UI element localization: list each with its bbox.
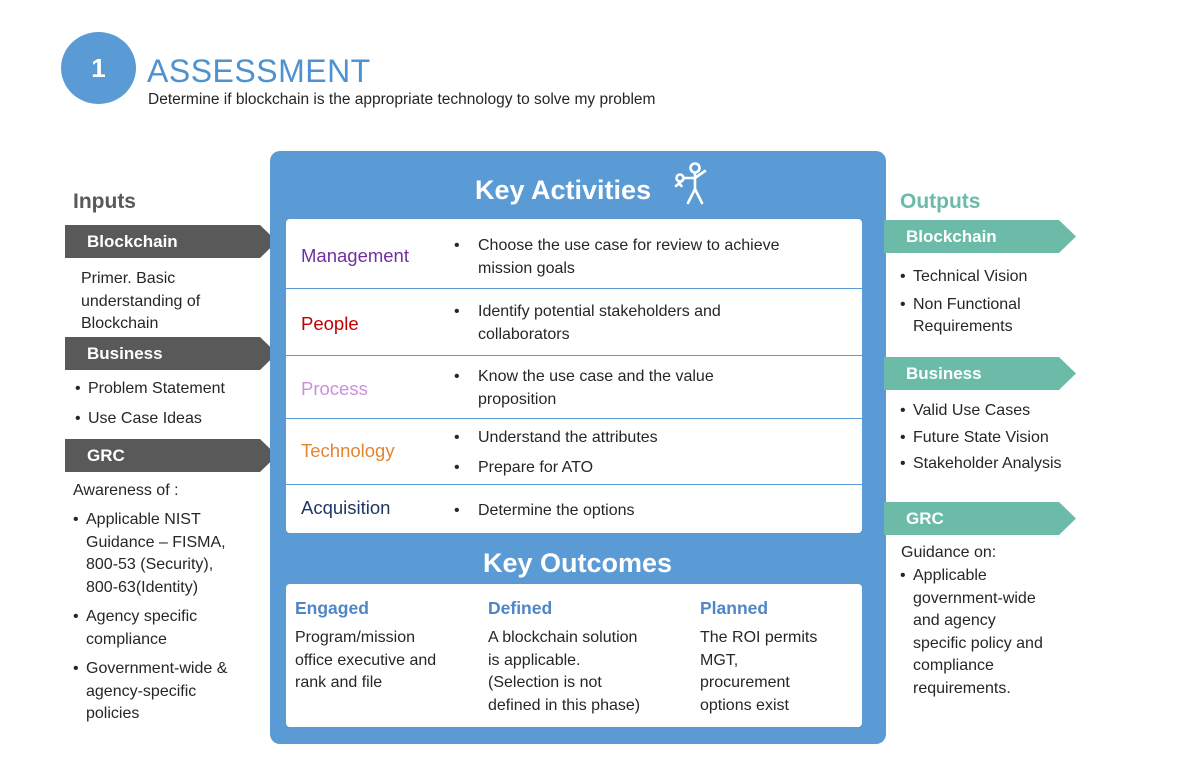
list-item: Prepare for ATO	[454, 457, 658, 480]
output-business-list: Valid Use Cases Future State Vision Stak…	[900, 400, 1062, 476]
outcome-heading: Defined	[488, 598, 553, 618]
list-item: Applicable NIST Guidance – FISMA, 800-53…	[73, 509, 227, 599]
page-title: ASSESSMENT	[147, 53, 371, 89]
list-item: Identify potential stakeholders and coll…	[454, 301, 721, 346]
outcome-planned: Planned The ROI permits MGT, procurement…	[700, 598, 817, 717]
outcome-engaged: Engaged Program/mission office executive…	[295, 598, 436, 695]
input-tab-grc: GRC	[65, 439, 277, 472]
list-item: Stakeholder Analysis	[900, 453, 1062, 476]
outcome-heading: Engaged	[295, 598, 369, 618]
list-item: Use Case Ideas	[75, 408, 225, 431]
person-key-icon	[674, 162, 707, 205]
input-tab-business: Business	[65, 337, 277, 370]
activity-category: Technology	[301, 440, 395, 461]
activity-category: Process	[301, 378, 368, 399]
outcome-text: The ROI permits MGT, procurement options…	[700, 629, 818, 714]
outcome-defined: Defined A blockchain solution is applica…	[488, 598, 640, 717]
activity-items: Identify potential stakeholders and coll…	[454, 301, 721, 346]
output-tab-grc: GRC	[884, 502, 1076, 535]
input-business-list: Problem Statement Use Case Ideas	[75, 378, 225, 430]
output-grc-list: Applicable government-wide and agency sp…	[900, 565, 1043, 700]
activity-items: Understand the attributes Prepare for AT…	[454, 427, 658, 479]
activity-items: Determine the options	[454, 500, 635, 523]
activity-category: Acquisition	[301, 497, 391, 518]
key-activities-table: Management Choose the use case for revie…	[286, 219, 862, 533]
input-blockchain-text: Primer. Basic understanding of Blockchai…	[81, 270, 201, 332]
step-number-badge: 1	[61, 32, 136, 104]
page-subtitle: Determine if blockchain is the appropria…	[148, 91, 656, 108]
output-tab-blockchain: Blockchain	[884, 220, 1076, 253]
activity-row-process: Process Know the use case and the value …	[286, 356, 862, 419]
input-grc-intro: Awareness of :	[73, 482, 179, 499]
outcome-text: Program/mission office executive and ran…	[295, 629, 437, 691]
list-item: Agency specific compliance	[73, 606, 227, 651]
list-item: Technical Vision	[900, 266, 1027, 289]
activity-category: People	[301, 313, 359, 334]
outcome-heading: Planned	[700, 598, 769, 618]
list-item: Non Functional Requirements	[900, 294, 1027, 339]
inputs-heading: Inputs	[73, 190, 136, 213]
activity-row-management: Management Choose the use case for revie…	[286, 219, 862, 289]
key-outcomes-box: Engaged Program/mission office executive…	[286, 584, 862, 727]
list-item: Problem Statement	[75, 378, 225, 401]
activity-items: Choose the use case for review to achiev…	[454, 235, 780, 280]
input-tab-blockchain: Blockchain	[65, 225, 277, 258]
list-item: Valid Use Cases	[900, 400, 1062, 423]
output-blockchain-list: Technical Vision Non Functional Requirem…	[900, 266, 1027, 339]
list-item: Government-wide & agency-specific polici…	[73, 658, 227, 726]
output-grc-intro: Guidance on:	[901, 544, 997, 561]
list-item: Choose the use case for review to achiev…	[454, 235, 780, 280]
outputs-heading: Outputs	[900, 190, 981, 213]
activity-row-acquisition: Acquisition Determine the options	[286, 485, 862, 533]
key-activities-title: Key Activities	[475, 175, 652, 205]
activity-row-technology: Technology Understand the attributes Pre…	[286, 419, 862, 485]
output-tab-business: Business	[884, 357, 1076, 390]
activity-row-people: People Identify potential stakeholders a…	[286, 289, 862, 356]
input-grc-list: Applicable NIST Guidance – FISMA, 800-53…	[73, 509, 227, 726]
list-item: Know the use case and the value proposit…	[454, 366, 714, 411]
key-outcomes-title: Key Outcomes	[483, 548, 673, 578]
list-item: Understand the attributes	[454, 427, 658, 450]
list-item: Applicable government-wide and agency sp…	[900, 565, 1043, 700]
list-item: Future State Vision	[900, 427, 1062, 450]
list-item: Determine the options	[454, 500, 635, 523]
activity-category: Management	[301, 245, 409, 266]
outcome-text: A blockchain solution is applicable. (Se…	[488, 629, 641, 714]
activity-items: Know the use case and the value proposit…	[454, 366, 714, 411]
